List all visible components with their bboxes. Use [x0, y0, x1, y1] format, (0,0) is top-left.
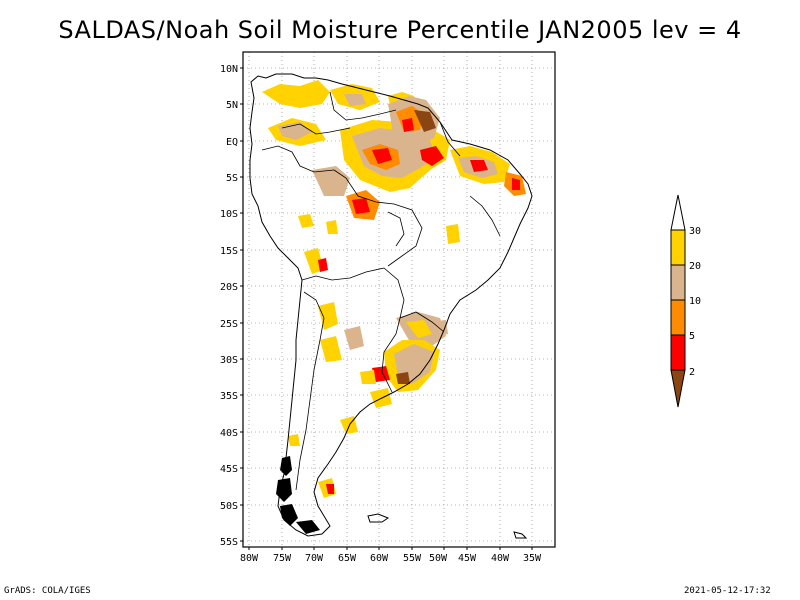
lon-tick-marks — [248, 547, 533, 550]
lon-tick-label: 75W — [273, 553, 292, 564]
lat-tick-label: 5S — [226, 173, 238, 184]
legend-label: 5 — [689, 331, 695, 342]
lat-tick-label: 30S — [220, 355, 238, 366]
legend-label: 30 — [689, 226, 701, 237]
lat-tick-label: 25S — [220, 319, 238, 330]
lat-tick-label: 45S — [220, 464, 238, 475]
lon-tick-label: 55W — [403, 553, 422, 564]
lat-ticks: 10N 5N EQ 5S 10S 15S 20S 25S 30S 35S 40S… — [220, 64, 238, 548]
lon-tick-label: 35W — [523, 553, 542, 564]
country-borders — [261, 91, 501, 491]
lon-tick-label: 60W — [370, 553, 389, 564]
color-bar-labels: 30 20 10 5 2 — [689, 226, 701, 378]
color-bar-segment-10-20 — [670, 264, 686, 301]
color-bar — [670, 194, 686, 408]
lat-tick-label: 35S — [220, 391, 238, 402]
color-bar-segment-5-10 — [670, 299, 686, 336]
lat-tick-marks — [240, 67, 243, 542]
lon-tick-label: 80W — [240, 553, 259, 564]
lat-tick-label: 50S — [220, 501, 238, 512]
coastlines — [249, 73, 533, 539]
lat-tick-label: 20S — [220, 282, 238, 293]
lat-tick-label: 40S — [220, 428, 238, 439]
lon-tick-label: 45W — [458, 553, 477, 564]
footer-credit: GrADS: COLA/IGES — [4, 586, 91, 596]
lon-tick-label: 65W — [338, 553, 357, 564]
lat-tick-label: EQ — [226, 137, 238, 148]
lat-tick-label: 10N — [220, 64, 238, 75]
footer-timestamp: 2021-05-12-17:32 — [684, 586, 771, 596]
map-title: SALDAS/Noah Soil Moisture Percentile JAN… — [58, 16, 742, 44]
color-bar-segment-2-5 — [670, 334, 686, 371]
legend-label: 10 — [689, 296, 701, 307]
color-bar-segment-20-30 — [670, 229, 686, 266]
lon-tick-label: 40W — [491, 553, 510, 564]
chile-fjords — [276, 456, 320, 534]
map-frame — [242, 51, 556, 548]
lon-tick-label: 50W — [429, 553, 448, 564]
lat-tick-label: 15S — [220, 246, 238, 257]
lat-tick-label: 10S — [220, 209, 238, 220]
percentile-shading — [262, 80, 526, 498]
color-bar-top-arrow — [670, 194, 686, 231]
color-bar-bottom-arrow — [670, 369, 686, 408]
lat-tick-label: 5N — [226, 100, 238, 111]
legend-label: 2 — [689, 367, 695, 378]
lat-tick-label: 55S — [220, 537, 238, 548]
legend-label: 20 — [689, 261, 701, 272]
lon-tick-label: 70W — [305, 553, 324, 564]
lon-ticks: 80W 75W 70W 65W 60W 55W 50W 45W 40W 35W — [240, 553, 542, 564]
